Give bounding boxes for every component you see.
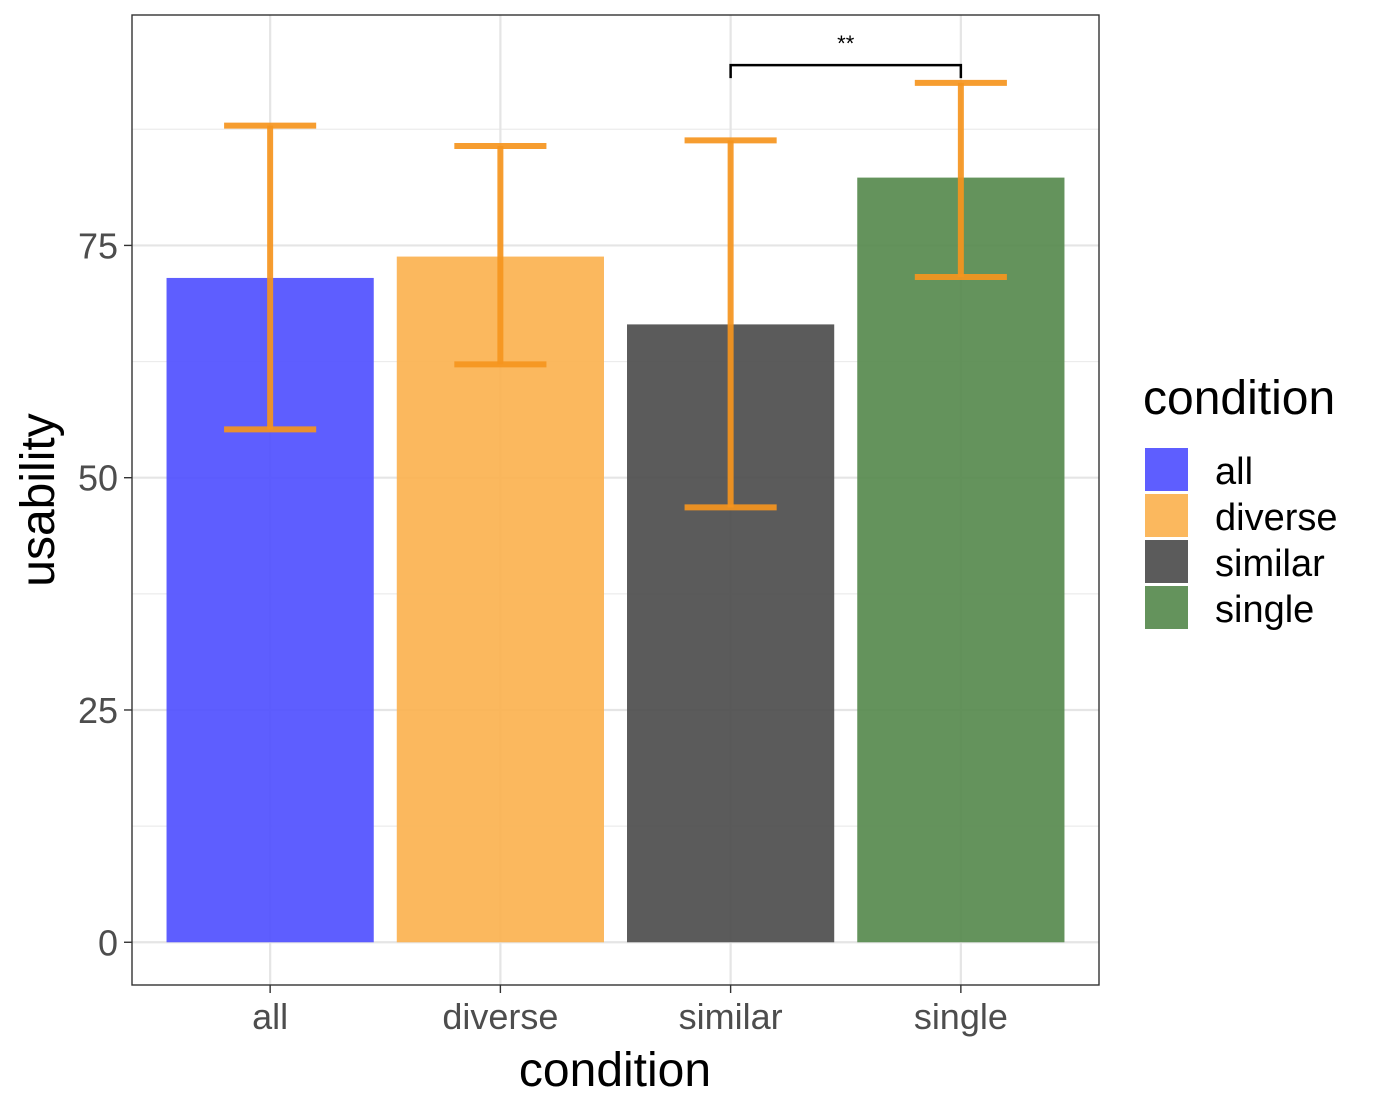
- legend-title: condition: [1143, 372, 1335, 425]
- plot-border: [131, 14, 1100, 986]
- legend-swatch: [1145, 586, 1188, 629]
- x-tick-label: similar: [679, 996, 783, 1037]
- legend-item-all: all: [1145, 448, 1253, 493]
- y-tick-label: 0: [98, 922, 118, 963]
- bar-single: [857, 177, 1065, 943]
- error-bar-diverse: [454, 143, 547, 368]
- x-axis: all diverse similar single: [252, 985, 1008, 1037]
- x-tick-label: diverse: [442, 996, 558, 1037]
- y-axis: 0 25 50 75: [78, 225, 132, 963]
- y-axis-title: usability: [12, 413, 65, 586]
- legend-swatch: [1145, 540, 1188, 583]
- error-bars: [224, 79, 1007, 511]
- error-bar-all: [224, 122, 317, 433]
- x-axis-title: condition: [519, 1044, 711, 1097]
- legend-label: similar: [1215, 543, 1325, 585]
- legend-swatch: [1145, 448, 1188, 491]
- legend-item-similar: similar: [1145, 540, 1325, 585]
- bars: [166, 177, 1065, 943]
- y-tick-label: 75: [78, 225, 118, 266]
- legend-label: diverse: [1215, 497, 1338, 539]
- bar-diverse: [396, 256, 604, 943]
- significance-annotations: **: [729, 31, 963, 79]
- x-tick-label: all: [252, 996, 288, 1037]
- legend-item-single: single: [1145, 586, 1314, 631]
- y-tick-label: 25: [78, 690, 118, 731]
- significance-bracket: [729, 63, 963, 79]
- error-bar-single: [914, 79, 1007, 281]
- legend-label: all: [1215, 451, 1253, 493]
- significance-label: **: [837, 31, 855, 56]
- y-tick-label: 50: [78, 458, 118, 499]
- x-tick-label: single: [914, 996, 1008, 1037]
- legend-swatch: [1145, 494, 1188, 537]
- legend-item-diverse: diverse: [1145, 494, 1338, 539]
- error-bar-similar: [684, 137, 777, 511]
- legend-label: single: [1215, 589, 1314, 631]
